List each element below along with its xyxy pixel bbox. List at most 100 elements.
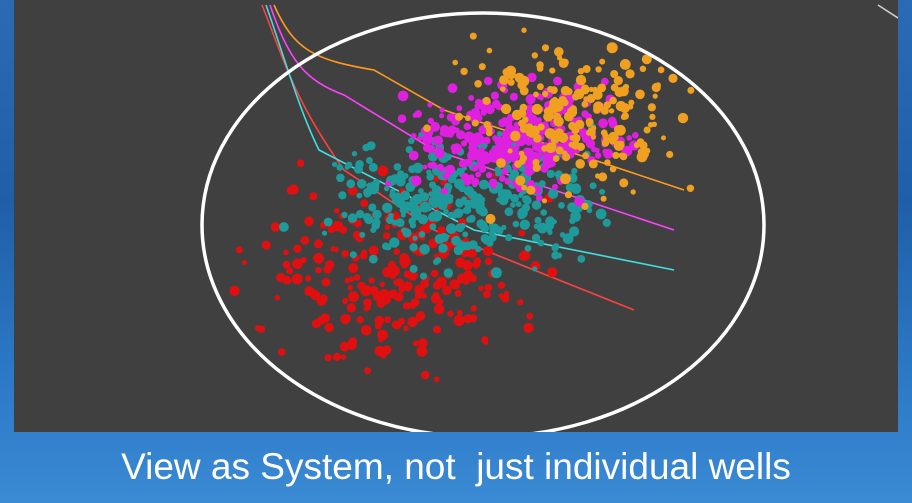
event-dot: [526, 186, 535, 195]
event-dot: [560, 173, 571, 184]
event-dot: [439, 113, 444, 118]
event-dot: [552, 184, 558, 190]
event-dot: [581, 85, 590, 94]
event-dot: [520, 220, 530, 230]
event-dot: [361, 250, 367, 256]
event-dot: [420, 273, 427, 280]
event-dot: [433, 259, 439, 265]
event-dot: [609, 108, 614, 113]
event-dot: [603, 219, 611, 227]
event-dot: [317, 316, 326, 325]
event-dot: [544, 107, 552, 115]
event-dot: [421, 371, 430, 380]
slide: View as System, not just individual well…: [0, 0, 912, 503]
event-dot: [301, 236, 310, 245]
event-dot: [542, 198, 547, 203]
event-dot: [483, 137, 490, 144]
event-dot: [377, 330, 388, 341]
event-dot: [586, 139, 595, 148]
event-dot: [385, 225, 391, 231]
event-dot: [595, 173, 600, 178]
event-dot: [433, 136, 442, 145]
event-dot: [441, 253, 447, 259]
event-dot: [372, 221, 380, 229]
event-dot: [592, 87, 598, 93]
event-dot: [504, 291, 509, 296]
event-dot: [292, 274, 303, 285]
event-dot: [304, 217, 314, 227]
event-dot: [478, 221, 487, 230]
event-dot: [426, 170, 431, 175]
event-dot: [621, 114, 627, 120]
event-dot: [489, 234, 497, 242]
event-dot: [481, 151, 489, 159]
event-dot: [398, 285, 405, 292]
event-dot: [382, 243, 389, 250]
event-dot: [473, 152, 478, 157]
event-dot: [533, 92, 539, 98]
event-dot: [569, 218, 576, 225]
event-dot: [521, 185, 527, 191]
event-dot: [470, 33, 477, 40]
event-dot: [477, 207, 483, 213]
event-dot: [382, 203, 392, 213]
event-dot: [678, 113, 688, 123]
event-dot: [319, 295, 327, 303]
caption: View as System, not just individual well…: [0, 446, 912, 488]
event-dot: [293, 245, 301, 253]
event-dot: [628, 104, 634, 110]
event-dot: [447, 131, 454, 138]
event-dot: [431, 270, 439, 278]
event-dot: [666, 151, 673, 158]
event-dot: [540, 209, 547, 216]
event-dot: [398, 91, 409, 102]
event-dot: [603, 149, 613, 159]
event-dot: [644, 127, 651, 134]
event-dot: [537, 223, 548, 234]
event-dot: [687, 87, 694, 94]
event-dot: [597, 84, 606, 93]
event-dot: [483, 97, 491, 105]
event-dot: [366, 157, 373, 164]
event-dot: [648, 103, 656, 111]
event-dot: [461, 196, 467, 202]
event-dot: [389, 265, 400, 276]
event-dot: [460, 68, 467, 75]
event-dot: [510, 131, 520, 141]
event-dot: [479, 63, 486, 70]
event-dot: [535, 217, 542, 224]
event-dot: [492, 146, 501, 155]
event-dot: [431, 211, 442, 222]
event-dot: [640, 66, 646, 72]
event-dot: [515, 73, 525, 83]
event-dot: [434, 304, 445, 315]
seismic-view: [14, 0, 898, 432]
event-dot: [460, 223, 466, 229]
event-dot: [403, 302, 411, 310]
event-dot: [474, 257, 481, 264]
event-dot: [489, 178, 498, 187]
event-dot: [380, 282, 385, 287]
event-dot: [468, 190, 477, 199]
event-dot: [547, 170, 555, 178]
event-dot: [347, 285, 353, 291]
event-dot: [348, 337, 357, 346]
event-dot: [498, 282, 505, 289]
event-dot: [462, 277, 470, 285]
event-dot: [554, 47, 564, 57]
event-dot: [536, 117, 542, 123]
event-dot: [421, 293, 427, 299]
event-dot: [541, 145, 547, 151]
event-dot: [586, 122, 591, 127]
event-dot: [393, 279, 400, 286]
event-dot: [520, 155, 527, 162]
event-dot: [403, 326, 409, 332]
event-dot: [287, 186, 296, 195]
event-dot: [375, 346, 386, 357]
event-dot: [562, 99, 569, 106]
event-dot: [440, 233, 449, 242]
event-dot: [626, 69, 635, 78]
event-dot: [464, 123, 471, 130]
event-dot: [653, 94, 658, 99]
event-dot: [275, 295, 280, 300]
